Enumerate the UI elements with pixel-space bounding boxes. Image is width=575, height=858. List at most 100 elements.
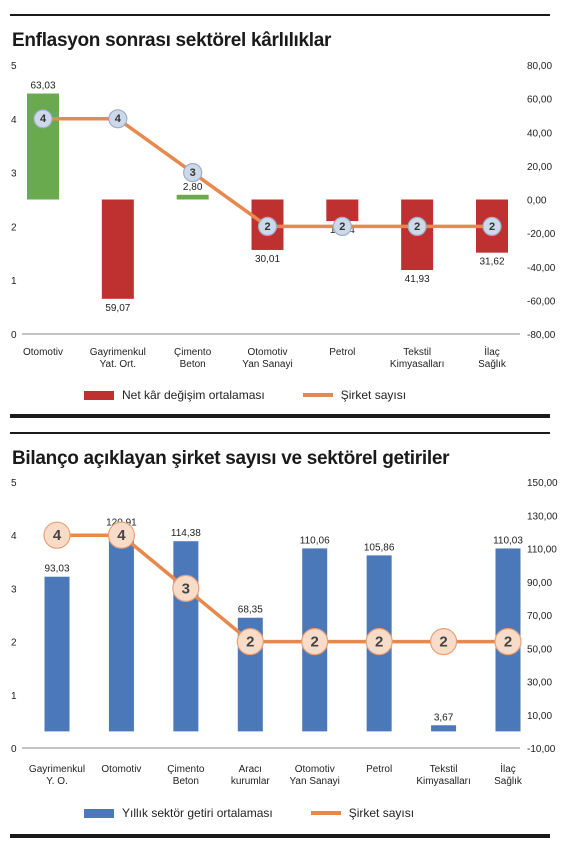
chart-2-right-tick: 150,00 (527, 478, 558, 489)
chart-1-right-tick: 80,00 (527, 61, 552, 72)
chart-2-category-label: Petrol (366, 764, 392, 775)
chart-1-plot: 0 1 2 3 4 5 -80,00 -60,00 -40,00 -20,00 0,00 20,00 4… (11, 61, 556, 370)
chart-2-title: Bilanço açıklayan şirket sayısı ve sektö… (12, 448, 450, 469)
chart-1-right-tick: 40,00 (527, 128, 552, 139)
chart-2-left-tick: 4 (11, 531, 17, 542)
chart-2-category-label: Kimyasalları (416, 776, 470, 787)
chart-1-legend-line-swatch (302, 393, 333, 397)
chart-1-category-label: Kimyasalları (390, 359, 444, 370)
chart-2-right-tick: 10,00 (527, 711, 552, 722)
chart-1-bar (101, 199, 134, 299)
chart-1-right-tick: 0,00 (527, 196, 547, 207)
chart-1-bar (326, 199, 359, 222)
chart-1-title: Enflasyon sonrası sektörel kârlılıklar (12, 30, 332, 51)
chart-2-line-marker (43, 521, 71, 549)
chart-2-right-tick: 130,00 (527, 511, 558, 522)
chart-1-category-label: Otomotiv (23, 347, 63, 358)
chart-1-right-tick: -60,00 (527, 296, 556, 307)
chart-1-line-marker (482, 216, 502, 236)
chart-1-left-tick: 5 (11, 61, 17, 72)
chart-2-line-marker-label: 2 (375, 634, 383, 651)
chart-1-category-label: Yat. Ort. (100, 359, 137, 370)
chart-1-left-tick: 0 (11, 330, 17, 341)
chart-2-category-label: Beton (173, 776, 199, 787)
chart-2-line-marker (107, 521, 136, 549)
chart-2-category-label: Otomotiv (295, 764, 335, 775)
chart-2-line-marker (236, 628, 264, 656)
chart-1-legend: Net kâr değişim ortalaması Şirket sayısı (84, 388, 444, 402)
chart-1-line-marker-label: 2 (264, 221, 270, 233)
chart-2-legend-line-label: Şirket sayısı (348, 806, 415, 820)
chart-2-right-tick: 110,00 (527, 545, 557, 556)
chart-1-bar (176, 194, 209, 200)
chart-1-line-marker-label: 4 (40, 113, 47, 125)
chart-2-legend-bar-swatch (84, 808, 114, 818)
chart-1-right-tick: 60,00 (527, 95, 552, 106)
chart-2-bar-label: 110,03 (493, 535, 523, 546)
chart-1-category-label: Gayrimenkul (90, 347, 146, 358)
chart-1-legend-line: Şirket sayısı (302, 388, 406, 402)
chart-2-category-label: Y. O. (46, 776, 68, 787)
chart-2-line-marker-label: 2 (246, 634, 254, 651)
chart-1-legend-bars: Net kâr değişim ortalaması (84, 388, 265, 402)
chart-1-bar-label: 41,93 (405, 274, 430, 285)
chart-2-bar-label: 114,38 (171, 528, 201, 539)
chart-1-bar-label: 63,03 (30, 81, 55, 92)
chart-2-line-marker (429, 628, 458, 656)
chart-1-category-label: İlaç (484, 345, 500, 358)
chart-2-left-tick: 1 (11, 691, 17, 702)
chart-1-right-tick: 20,00 (527, 162, 552, 173)
chart-1-line-marker (407, 216, 427, 236)
chart-2-category-label: Aracı (239, 764, 262, 775)
chart-2-bar-label: 3,67 (434, 712, 454, 723)
chart-2-line-marker (172, 574, 200, 602)
chart-1-left-tick: 3 (11, 169, 17, 180)
chart-2-category-label: Yan Sanayi (290, 776, 340, 787)
chart-1-line-marker-label: 4 (115, 113, 122, 125)
chart-1-category-label: Tekstil (403, 347, 431, 358)
chart-1-line-marker (33, 109, 53, 129)
chart-2-left-tick: 2 (11, 638, 17, 649)
chart-1-line-marker (183, 163, 203, 183)
chart-1-right-tick: -80,00 (527, 330, 556, 341)
chart-1-right-tick: -20,00 (527, 229, 556, 240)
chart-2-line-marker (494, 628, 522, 656)
chart-2-category-label: Tekstil (430, 764, 458, 775)
chart-2-bar (173, 541, 199, 732)
chart-2-category-label: İlaç (500, 762, 516, 775)
chart-2-line-marker-label: 2 (311, 634, 319, 651)
chart-2-left-tick: 3 (11, 584, 17, 595)
chart-1-category-label: Otomotiv (247, 347, 287, 358)
chart-2-bar-label: 105,86 (364, 542, 395, 553)
chart-1-line-marker (257, 216, 278, 236)
chart-2-bar-label: 110,06 (300, 535, 330, 546)
chart-1-line-marker-label: 2 (489, 221, 495, 233)
chart-1-left-tick: 4 (11, 115, 17, 126)
chart-1-line-marker (332, 216, 352, 236)
chart-2-bar-label: 93,03 (44, 564, 69, 575)
chart-2-right-tick: 70,00 (527, 611, 552, 622)
chart-2-right-tick: -10,00 (527, 744, 556, 755)
chart-2-bar (108, 530, 134, 732)
chart-1-line-marker-label: 2 (414, 221, 420, 233)
chart-2-bar (431, 725, 457, 732)
chart-2-left-tick: 5 (11, 478, 17, 489)
chart-1-line-marker-label: 3 (190, 167, 196, 179)
chart-1-bar-label: 2,80 (183, 182, 203, 193)
chart-2-bar-label: 68,35 (238, 605, 263, 616)
chart-1-right-tick: -40,00 (527, 263, 556, 274)
chart-1-category-label: Petrol (329, 347, 355, 358)
chart-1-bar-label: 59,07 (105, 303, 130, 314)
chart-1-category-label: Beton (180, 359, 206, 370)
chart-2-line-marker (301, 628, 329, 656)
top-rule-2 (10, 432, 550, 434)
chart-2-category-label: Otomotiv (101, 764, 141, 775)
chart-1-category-label: Yan Sanayi (242, 359, 292, 370)
chart-1-category-label: Sağlık (478, 359, 507, 370)
chart-2-line-marker-label: 2 (439, 634, 447, 651)
chart-2-line-marker-label: 2 (504, 634, 512, 651)
chart-2-legend-line-swatch (310, 811, 341, 815)
chart-2-line-marker (365, 628, 393, 656)
chart-2-right-tick: 50,00 (527, 644, 552, 655)
chart-1-line-marker (108, 109, 128, 129)
